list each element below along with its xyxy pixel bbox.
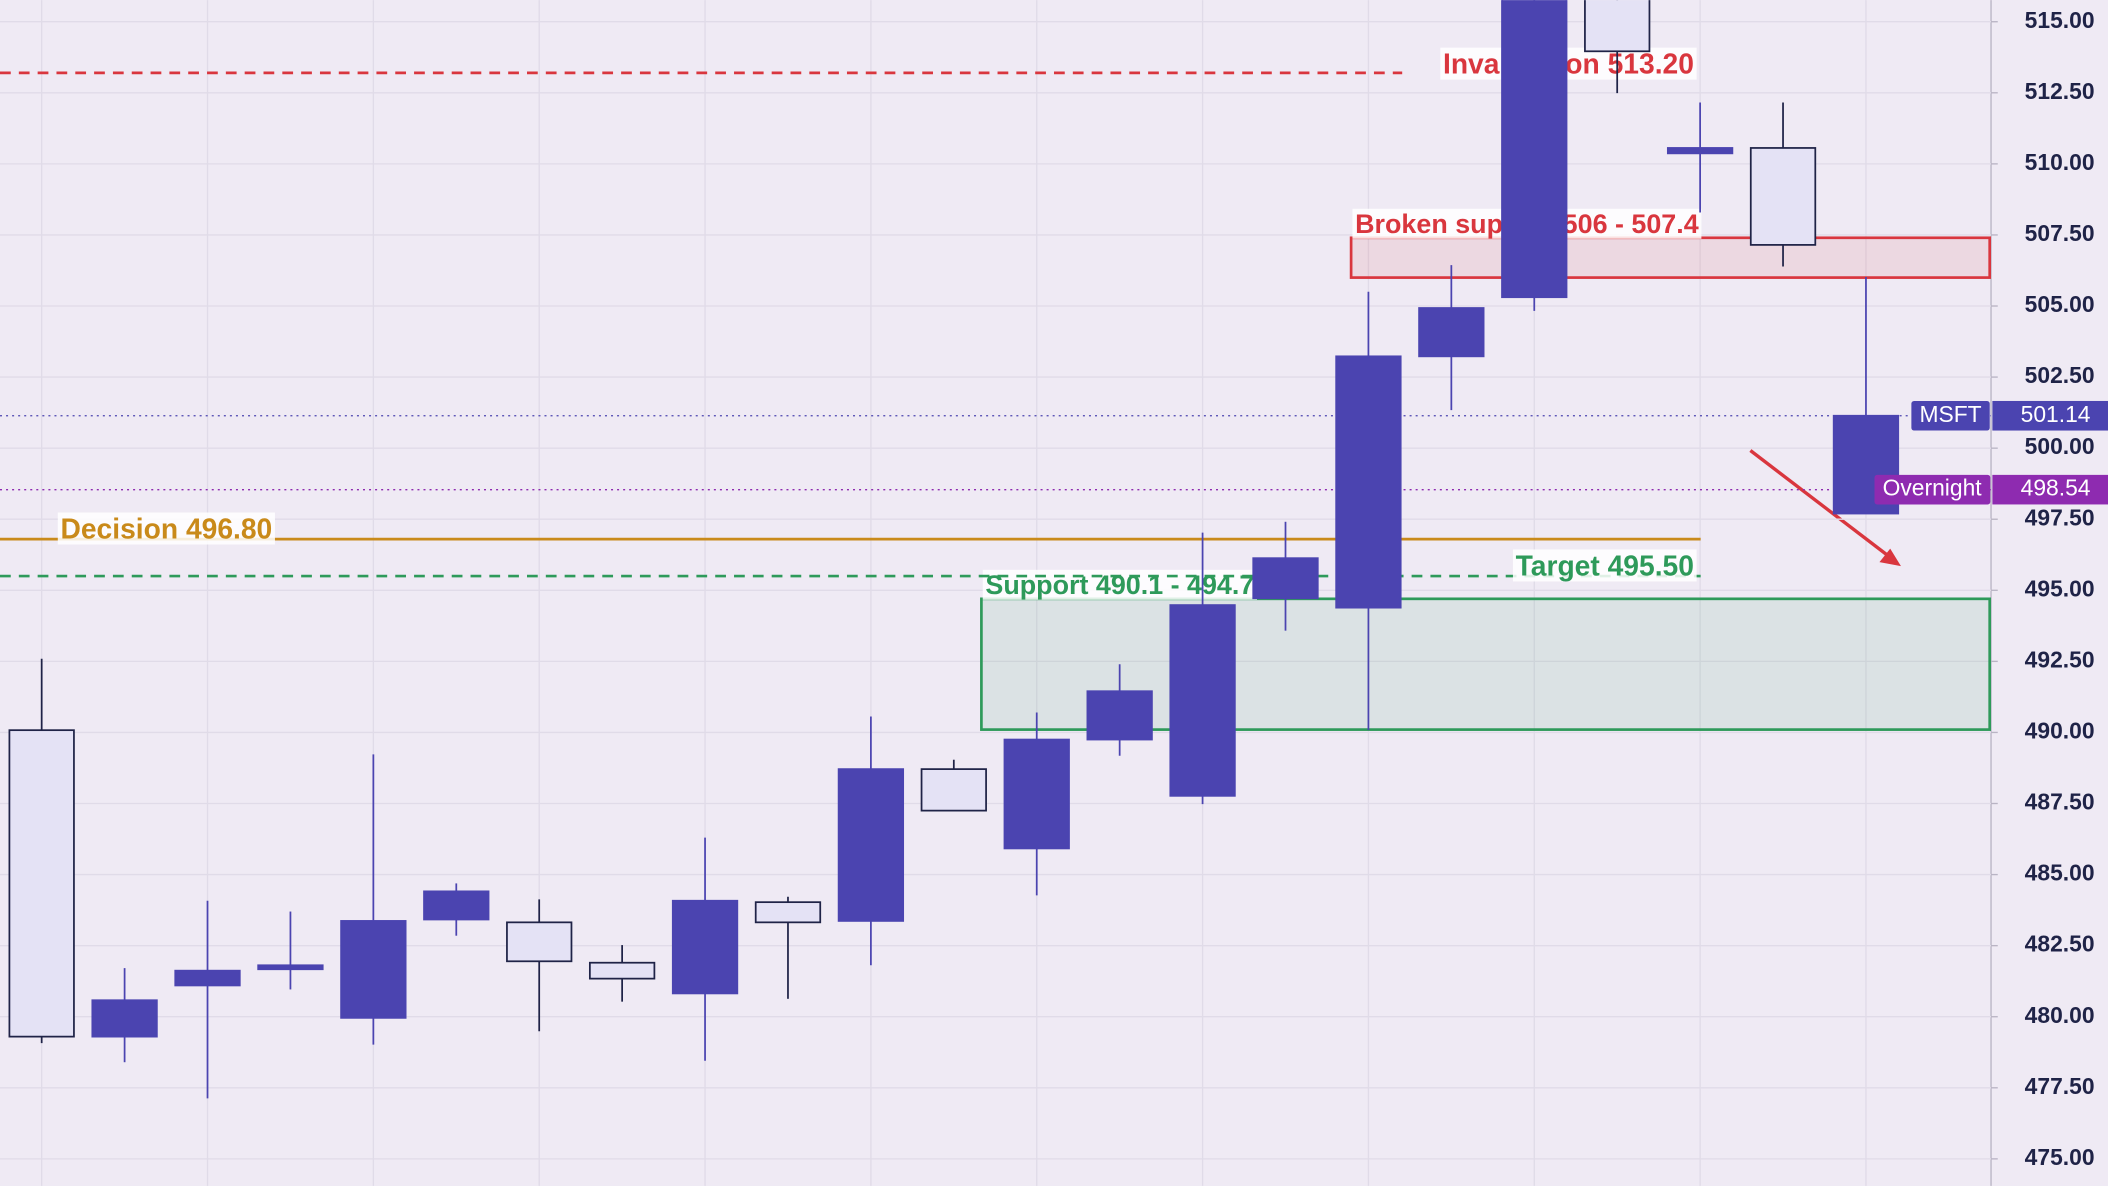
tag-value-bg	[1992, 474, 2108, 505]
candle-body	[920, 768, 987, 812]
candle-body	[837, 768, 905, 922]
tag-name: MSFT	[1919, 401, 1981, 427]
level-label: Decision 496.80	[60, 513, 272, 545]
y-tick-label: 497.50	[2025, 504, 2095, 530]
y-tick-label: 487.50	[2025, 789, 2095, 815]
y-tick-label: 510.00	[2025, 149, 2095, 175]
tag-value: 498.54	[2021, 475, 2091, 501]
candle-body	[1003, 738, 1070, 850]
zone	[1349, 236, 1992, 279]
y-tick-label: 500.00	[2025, 433, 2095, 459]
candle-body	[91, 999, 158, 1038]
candle-body	[1501, 0, 1568, 299]
vertical-grid	[41, 0, 1867, 1186]
y-tick-label: 505.00	[2025, 291, 2095, 317]
label-bg	[1512, 549, 1697, 582]
tag-name: Overnight	[1883, 475, 1983, 501]
y-tick-label: 485.00	[2025, 860, 2095, 886]
candle-body	[1749, 147, 1817, 246]
candle-body	[1252, 557, 1319, 600]
y-tick-label: 477.50	[2025, 1073, 2095, 1099]
tag-value: 501.14	[2021, 401, 2091, 427]
zone-label: Support 490.1 - 494.7	[985, 570, 1254, 600]
candle-body	[1086, 690, 1153, 741]
tag-name-bg	[1911, 400, 1990, 431]
candle-body	[1335, 355, 1402, 609]
candle-body	[671, 899, 739, 995]
candle-body	[174, 969, 241, 987]
label-bg	[1440, 47, 1697, 80]
y-tick-label: 515.00	[2025, 7, 2095, 33]
arrow	[1749, 449, 1901, 567]
tag-value-bg	[1992, 400, 2108, 431]
level-label: Invalidation 513.20	[1443, 48, 1694, 80]
candle-body	[340, 920, 407, 1019]
candle-body	[1418, 307, 1485, 358]
candle-body	[8, 729, 75, 1038]
y-tick-label: 502.50	[2025, 362, 2095, 388]
y-tick-label: 507.50	[2025, 220, 2095, 246]
y-tick-label: 475.00	[2025, 1144, 2095, 1170]
y-tick-label: 492.50	[2025, 646, 2095, 672]
candle-body	[423, 890, 490, 921]
candle-body	[588, 961, 656, 980]
level-label: Target 495.50	[1516, 549, 1694, 581]
candle-body	[754, 901, 822, 924]
y-tick-label: 480.00	[2025, 1002, 2095, 1028]
candle-body	[1666, 147, 1734, 155]
y-tick-label: 495.00	[2025, 575, 2095, 601]
y-tick-label: 482.50	[2025, 931, 2095, 957]
tag-name-bg	[1874, 474, 1991, 505]
candle-body	[257, 964, 324, 971]
label-bg	[57, 512, 275, 545]
candle-body	[506, 921, 573, 963]
y-tick-label: 490.00	[2025, 717, 2095, 743]
candle-body	[1169, 604, 1236, 797]
candle-body	[1584, 0, 1651, 53]
y-tick-label: 512.50	[2025, 78, 2095, 104]
